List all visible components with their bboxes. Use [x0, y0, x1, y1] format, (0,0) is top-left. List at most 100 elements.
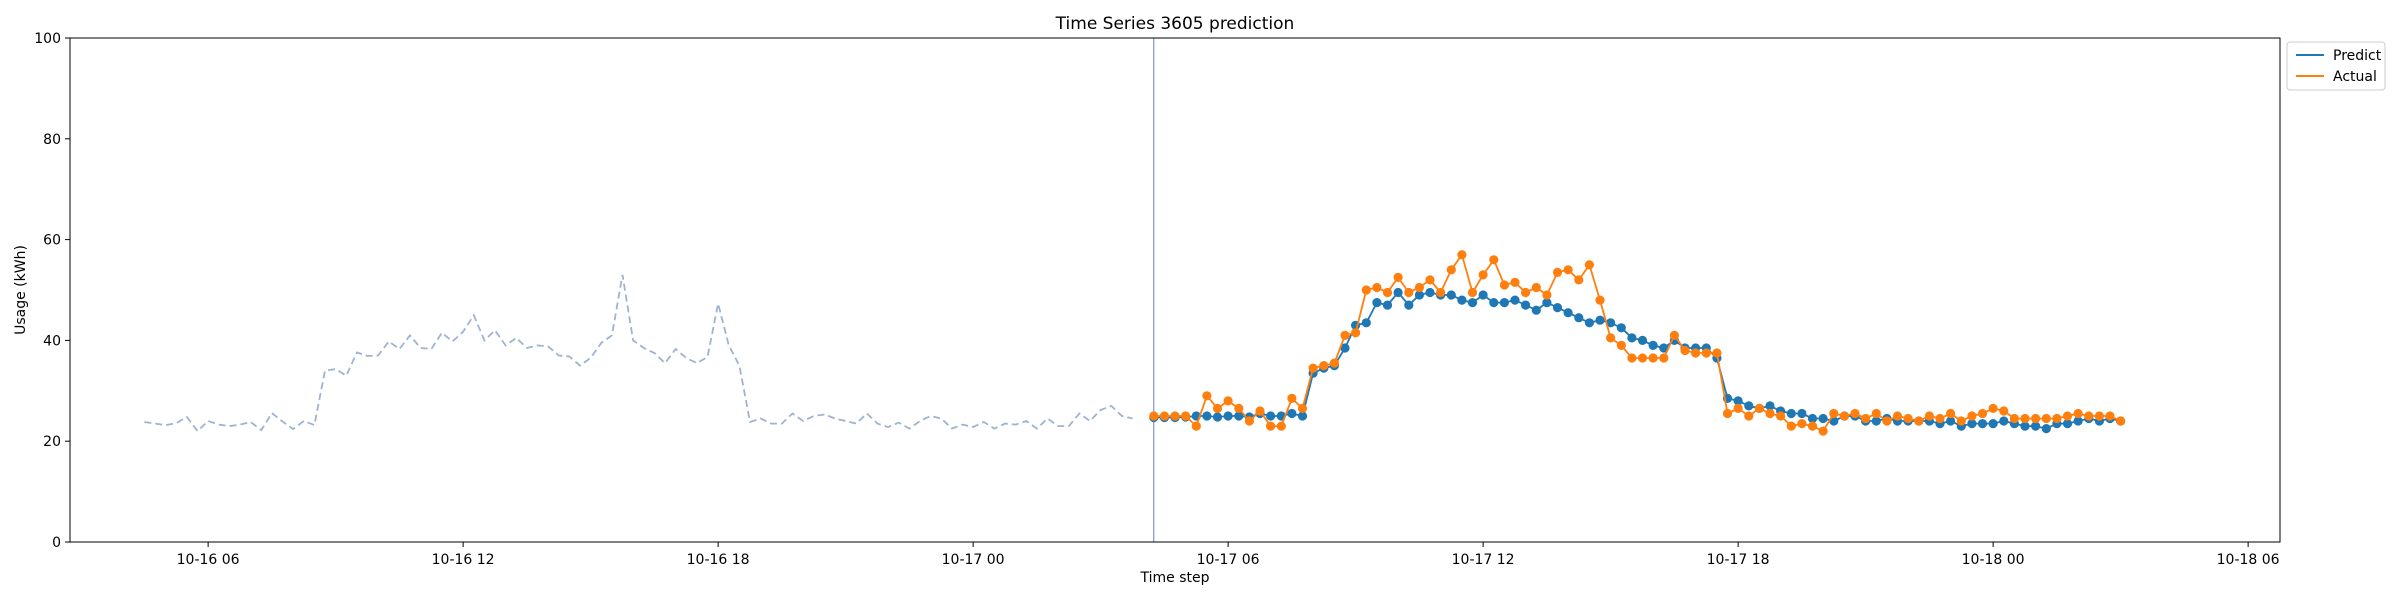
data-point-actual [1223, 396, 1233, 406]
data-point-actual [1499, 280, 1509, 290]
data-point-predict [1637, 335, 1648, 345]
data-point-actual [1744, 411, 1754, 421]
data-point-actual [1276, 421, 1286, 431]
data-point-actual [1616, 340, 1626, 350]
data-point-predict [1266, 411, 1276, 421]
data-point-predict [1234, 411, 1244, 421]
data-point-actual [1669, 330, 1679, 340]
y-tick-label: 80 [43, 132, 61, 148]
data-point-predict [1212, 412, 1223, 422]
y-tick-label: 60 [43, 233, 61, 249]
x-tick-label: 10-17 06 [1197, 552, 1260, 568]
data-point-actual [2073, 408, 2083, 419]
data-point-predict [1361, 318, 1371, 328]
data-point-actual [1542, 290, 1552, 300]
data-point-predict [1797, 408, 1807, 419]
data-point-predict [1499, 298, 1509, 308]
data-point-actual [2062, 411, 2073, 421]
data-point-actual [1956, 416, 1966, 426]
x-tick-label: 10-17 12 [1452, 552, 1515, 568]
data-point-predict [1372, 298, 1382, 308]
data-point-actual [1478, 270, 1488, 280]
data-point-actual [1659, 353, 1669, 363]
data-point-actual [1212, 403, 1223, 413]
data-point-actual [1436, 287, 1446, 298]
data-point-predict [1574, 313, 1584, 323]
data-point-predict [1946, 416, 1956, 426]
data-point-actual [2105, 411, 2115, 421]
data-point-actual [1861, 413, 1871, 424]
data-point-actual [1701, 348, 1711, 358]
data-point-actual [1446, 265, 1456, 275]
data-point-actual [1287, 393, 1297, 403]
data-point-actual [1159, 411, 1169, 421]
data-point-actual [2094, 411, 2104, 421]
legend-label-actual: Actual [2333, 69, 2377, 85]
chart-title: Time Series 3605 prediction [1055, 14, 1295, 34]
data-point-predict [1393, 287, 1403, 298]
data-point-actual [1255, 406, 1265, 416]
data-point-predict [1648, 340, 1658, 350]
data-point-actual [2009, 413, 2019, 424]
y-tick-label: 0 [52, 535, 61, 551]
y-tick-label: 40 [43, 333, 61, 349]
data-point-actual [1372, 282, 1382, 293]
data-point-actual [1382, 287, 1393, 298]
x-tick-label: 10-16 12 [432, 552, 495, 568]
data-point-actual [1839, 411, 1849, 421]
data-point-actual [1786, 421, 1796, 431]
data-point-predict [1977, 419, 1988, 429]
data-point-actual [1946, 408, 1956, 419]
data-point-actual [1521, 287, 1531, 298]
data-point-actual [1266, 421, 1276, 431]
data-point-actual [1489, 255, 1499, 265]
data-point-actual [1234, 403, 1244, 413]
plot-area [144, 38, 2126, 542]
data-point-actual [1765, 408, 1775, 419]
y-axis: 0 20 40 60 80 100 [34, 31, 70, 551]
data-point-predict [1744, 401, 1754, 411]
data-point-actual [1319, 361, 1329, 371]
data-point-predict [1786, 408, 1796, 419]
data-point-actual [2020, 413, 2030, 424]
data-point-predict [1999, 416, 2009, 426]
data-point-predict [1818, 413, 1828, 424]
data-point-actual [1414, 282, 1424, 293]
data-point-predict [1202, 411, 1212, 421]
data-point-predict [1382, 300, 1393, 310]
data-point-actual [1308, 363, 1318, 373]
data-point-actual [1191, 421, 1201, 431]
legend-label-predict: Predict [2333, 48, 2382, 64]
data-point-actual [1722, 408, 1733, 419]
data-point-actual [1924, 411, 1934, 421]
data-point-predict [1542, 298, 1552, 308]
data-point-predict [1404, 300, 1414, 310]
data-point-actual [1393, 272, 1403, 282]
data-point-actual [1574, 275, 1584, 285]
data-point-predict [1765, 401, 1775, 411]
x-tick-label: 10-16 18 [687, 552, 750, 568]
data-point-actual [1404, 287, 1414, 298]
data-point-predict [1489, 298, 1499, 308]
data-point-actual [1754, 403, 1764, 413]
data-point-actual [1712, 348, 1722, 358]
data-point-actual [1531, 282, 1541, 293]
data-point-predict [1340, 343, 1350, 353]
data-point-actual [1892, 411, 1903, 421]
data-point-actual [1425, 275, 1435, 285]
data-point-actual [1850, 408, 1860, 419]
data-point-actual [1149, 411, 1159, 421]
data-point-actual [1361, 285, 1371, 295]
x-tick-label: 10-17 18 [1707, 552, 1770, 568]
data-point-predict [1584, 318, 1594, 328]
data-point-actual [1351, 328, 1361, 338]
data-point-actual [1935, 413, 1945, 424]
y-axis-label: Usage (kWh) [13, 245, 29, 335]
data-point-actual [1797, 419, 1807, 429]
data-point-actual [1648, 353, 1658, 363]
data-point-actual [1510, 277, 1520, 287]
data-point-actual [1914, 416, 1924, 426]
data-point-actual [1457, 250, 1467, 260]
